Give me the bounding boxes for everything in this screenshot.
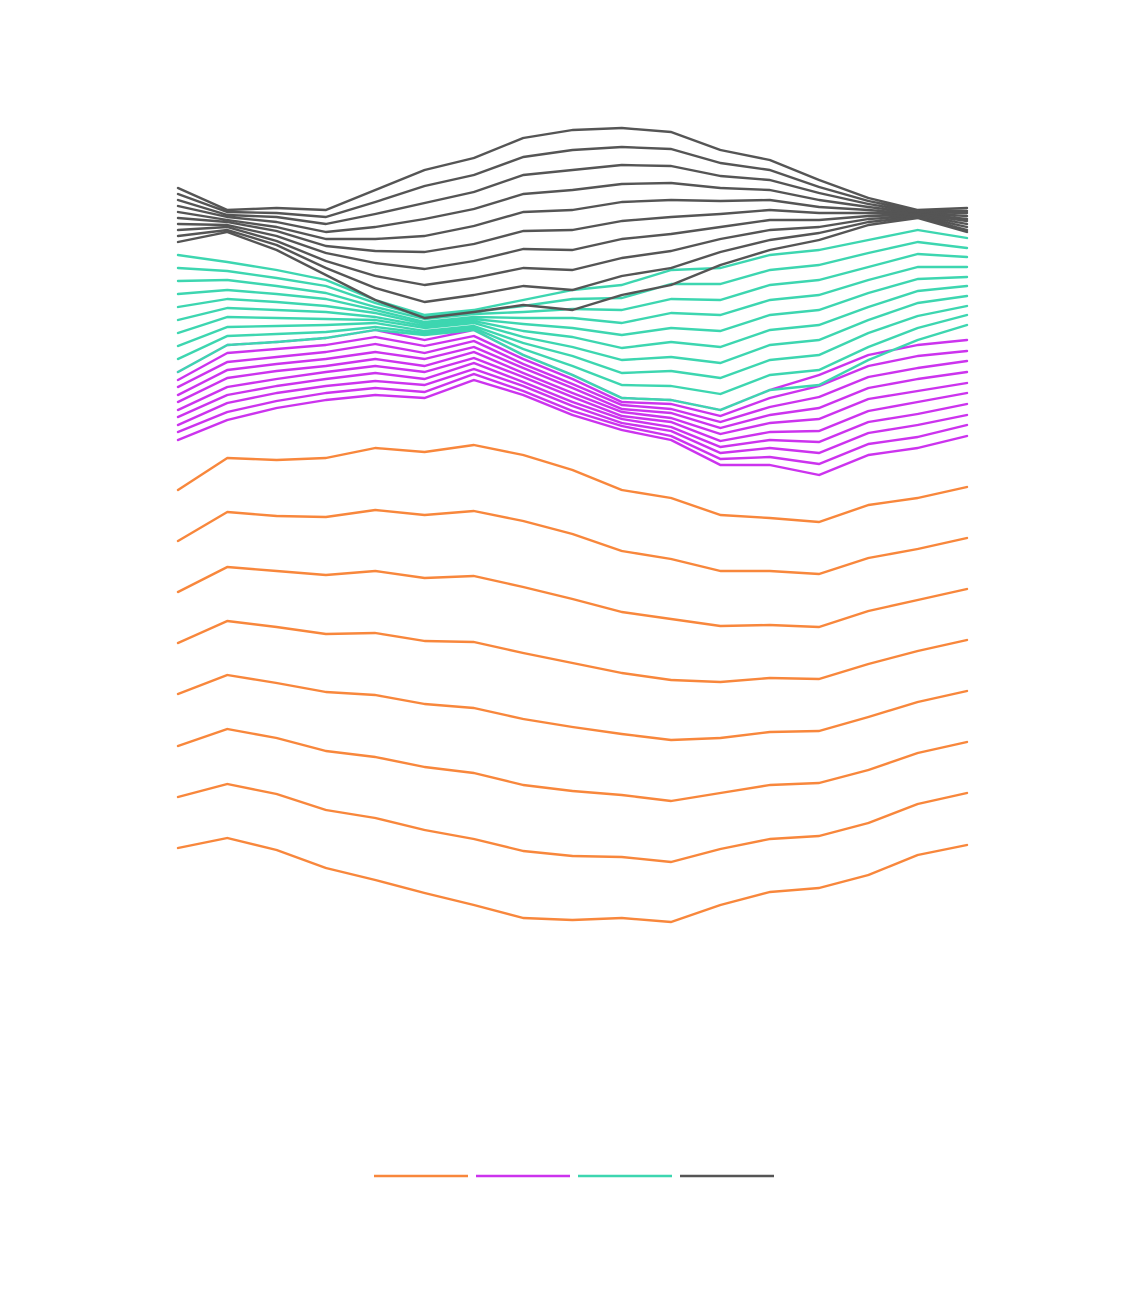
series-line — [176, 508, 969, 576]
series-line — [176, 345, 969, 430]
series-line — [176, 619, 969, 684]
series-line — [176, 215, 969, 304]
series-line — [176, 443, 969, 524]
series-line — [176, 240, 969, 319]
series-line — [176, 367, 969, 455]
series-line — [176, 214, 969, 287]
series-line — [176, 216, 969, 320]
series-line — [176, 145, 969, 219]
series-line — [176, 339, 969, 424]
series-line — [176, 372, 969, 466]
series-line — [176, 126, 969, 212]
series-line — [176, 378, 969, 477]
series-line — [176, 294, 969, 365]
series-line — [176, 356, 969, 443]
series-line — [176, 350, 969, 436]
series-line — [176, 163, 969, 226]
series-line — [176, 284, 969, 350]
series-line — [176, 565, 969, 629]
series-line — [176, 213, 969, 271]
series-line — [176, 836, 969, 924]
series-line — [176, 727, 969, 803]
series-line — [176, 304, 969, 380]
series-line — [176, 334, 969, 418]
series-line — [176, 275, 969, 337]
series-line — [176, 673, 969, 742]
series-line — [176, 361, 969, 449]
series-line — [176, 313, 969, 396]
series-line — [176, 208, 969, 254]
series-line — [176, 323, 969, 412]
series-line — [176, 181, 969, 234]
series-line — [176, 198, 969, 241]
series-line — [176, 782, 969, 864]
series-line — [176, 265, 969, 325]
